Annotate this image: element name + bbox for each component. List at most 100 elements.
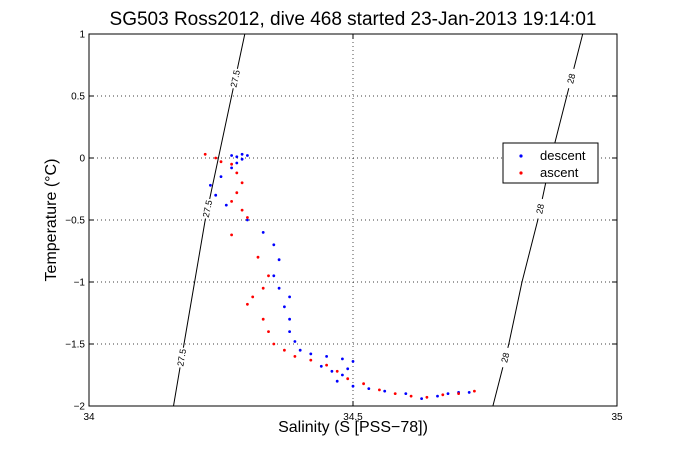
- x-axis-label: Salinity (S [PSS−78]): [278, 419, 428, 436]
- descent-point: [319, 364, 323, 368]
- contour-label-gap: [564, 67, 579, 90]
- x-tick-label: 34.5: [343, 412, 363, 423]
- ascent-point: [251, 295, 255, 299]
- descent-point: [309, 352, 313, 356]
- ascent-point: [325, 363, 328, 367]
- descent-point: [325, 355, 328, 358]
- y-axis-label: Temperature (°C): [43, 159, 60, 282]
- contour-label: 28: [534, 203, 546, 215]
- descent-point: [283, 305, 286, 309]
- descent-point: [420, 397, 423, 400]
- descent-point: [298, 348, 302, 352]
- isopycnal-line: [173, 33, 246, 407]
- descent-point: [351, 384, 355, 388]
- descent-point: [341, 357, 344, 361]
- ascent-point: [219, 160, 223, 164]
- descent-point: [214, 193, 218, 197]
- y-tick-label: −1.5: [65, 340, 85, 351]
- ascent-point: [272, 342, 276, 346]
- descent-point: [240, 152, 244, 156]
- descent-point: [272, 243, 276, 247]
- ascent-point: [425, 395, 429, 399]
- ascent-point: [346, 377, 350, 381]
- legend-label-descent: descent: [540, 148, 586, 163]
- axis-ticks: 34 34.5 35 1 0.5 0 −0.5 −1 −1.5 −2: [65, 30, 623, 424]
- y-tick-label: 0.5: [71, 92, 85, 103]
- contour-label: 27.5: [201, 199, 214, 218]
- descent-point: [209, 183, 212, 187]
- contour-label-gap: [228, 67, 243, 90]
- legend-marker-ascent: [519, 171, 523, 175]
- descent-point: [383, 389, 387, 393]
- ascent-point: [203, 152, 207, 156]
- descent-point: [404, 392, 408, 395]
- descent-point: [230, 154, 234, 157]
- descent-point: [436, 394, 439, 398]
- descent-point: [246, 218, 249, 222]
- ascent-point: [261, 286, 265, 290]
- ascent-point: [457, 392, 460, 395]
- contour-label-gap: [498, 346, 513, 369]
- ascent-point: [409, 394, 413, 398]
- ascent-point: [246, 216, 249, 219]
- y-tick-label: −2: [74, 402, 86, 413]
- ascent-point: [246, 302, 249, 306]
- descent-point: [467, 391, 471, 394]
- contour-label: 27.5: [175, 348, 188, 367]
- contour-label-gap: [533, 197, 548, 220]
- ascent-point: [230, 162, 234, 166]
- ascent-point: [393, 392, 397, 395]
- ascent-point: [230, 200, 234, 203]
- contour-label-gap: [175, 346, 189, 369]
- contour-label-gap: [200, 197, 215, 220]
- ascent-point: [293, 355, 297, 358]
- legend-box: [502, 142, 599, 184]
- ascent-point: [256, 255, 260, 259]
- ascent-point: [283, 348, 286, 352]
- descent-point: [351, 360, 355, 363]
- ascent-point: [230, 233, 234, 237]
- contour-label: 27.5: [229, 69, 242, 88]
- descent-point: [261, 231, 265, 234]
- y-tick-label: 1: [79, 30, 85, 41]
- contour-label: 28: [499, 352, 511, 364]
- ascent-point: [235, 171, 239, 175]
- descent-point: [277, 286, 281, 290]
- descent-point: [230, 166, 234, 170]
- x-tick-label: 34: [83, 412, 95, 423]
- ascent-point: [378, 388, 381, 392]
- x-tick-label: 35: [611, 412, 623, 423]
- legend-marker-descent: [519, 154, 523, 158]
- descent-point: [346, 367, 350, 371]
- descent-point: [341, 373, 344, 377]
- ascent-point: [235, 191, 239, 195]
- chart-title: SG503 Ross2012, dive 468 started 23-Jan-…: [110, 9, 597, 30]
- descent-point: [293, 340, 297, 343]
- contour-label: 28: [565, 73, 577, 85]
- y-tick-label: 0: [79, 154, 85, 165]
- descent-point: [246, 154, 249, 157]
- descent-point: [288, 330, 291, 333]
- ascent-point: [261, 317, 265, 321]
- descent-point: [235, 155, 239, 159]
- ascent-point: [473, 389, 476, 393]
- ascent-point: [214, 156, 218, 160]
- ascent-point: [240, 181, 244, 185]
- isopycnal-line: [492, 33, 584, 407]
- descent-point: [272, 274, 276, 278]
- descent-point: [330, 369, 334, 373]
- y-tick-label: −0.5: [65, 216, 85, 227]
- ascent-point: [335, 369, 339, 373]
- ascent-point: [362, 382, 365, 386]
- descent-point: [288, 317, 291, 321]
- density-contours: 27.5 27.5 27.5 28 28 28: [173, 33, 584, 407]
- descent-point: [335, 379, 339, 383]
- legend-label-ascent: ascent: [540, 165, 579, 180]
- ascent-point: [267, 330, 270, 333]
- descent-point: [240, 157, 244, 161]
- descent-point: [277, 258, 281, 262]
- data-points: [203, 152, 476, 400]
- descent-point: [446, 392, 450, 395]
- ascent-point: [441, 393, 445, 397]
